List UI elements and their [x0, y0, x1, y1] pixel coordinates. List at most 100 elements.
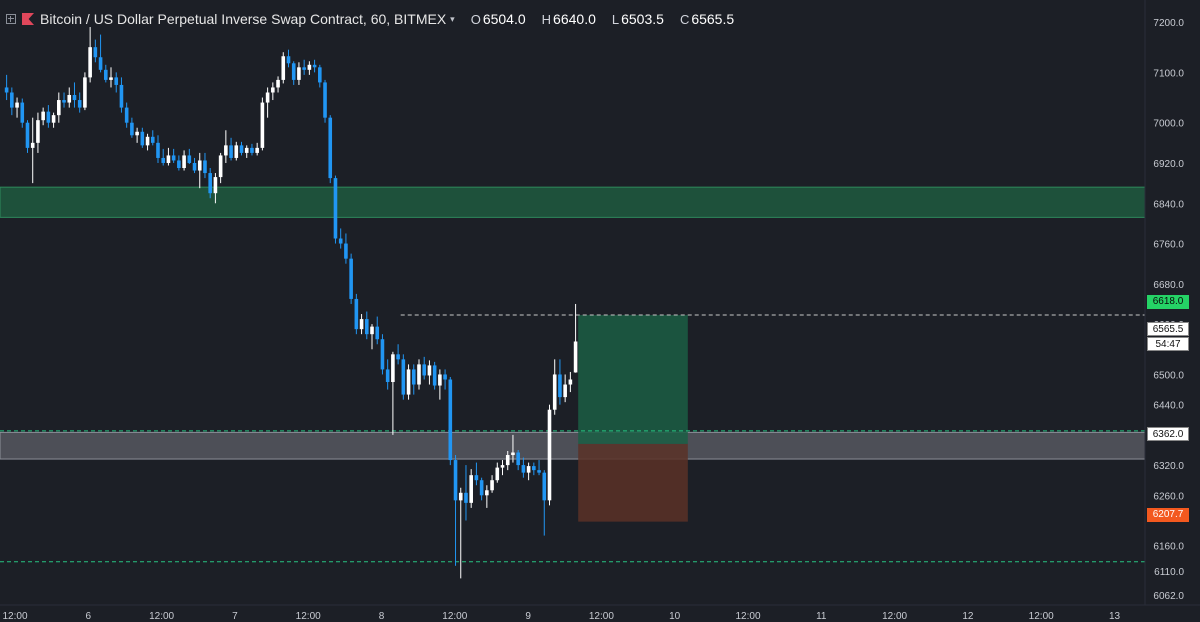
candle-body: [213, 177, 218, 194]
time-axis: [0, 605, 1200, 622]
candle-body: [103, 69, 108, 80]
candle-body: [469, 475, 473, 503]
candle-body: [166, 155, 171, 163]
candle-body: [485, 490, 489, 496]
candle-body: [20, 102, 25, 123]
y-tick-label: 6062.0: [1153, 591, 1184, 602]
candle-body: [432, 365, 437, 386]
y-tick-label: 6440.0: [1153, 401, 1184, 412]
support-zone: [0, 431, 1146, 460]
candle-body: [364, 319, 369, 335]
candle-body: [281, 56, 286, 80]
y-tick-label: 6260.0: [1153, 491, 1184, 502]
candle-body: [62, 100, 66, 103]
candle-body: [312, 64, 317, 68]
candle-body: [307, 64, 312, 70]
y-tick-label: 6500.0: [1153, 370, 1184, 381]
candle-body: [401, 359, 406, 395]
candle-body: [558, 374, 562, 398]
resistance-zone: [0, 186, 1146, 218]
candle-body: [391, 354, 395, 383]
bar-countdown-badge: 54:47: [1147, 337, 1189, 351]
candle-body: [25, 122, 30, 148]
y-tick-label: 6760.0: [1153, 240, 1184, 251]
symbol-legend[interactable]: Bitcoin / US Dollar Perpetual Inverse Sw…: [6, 10, 734, 28]
candle-body: [67, 95, 72, 103]
y-tick-label: 6920.0: [1153, 159, 1184, 170]
candle-body: [500, 465, 505, 468]
candle-body: [197, 160, 202, 171]
candle-body: [448, 379, 453, 461]
x-tick-label: 12:00: [296, 611, 321, 622]
candle-body: [521, 465, 526, 473]
chevron-down-icon[interactable]: ▾: [450, 13, 455, 24]
candle-body: [83, 77, 87, 108]
candle-body: [203, 160, 207, 174]
y-tick-label: 6840.0: [1153, 199, 1184, 210]
candle-body: [41, 111, 45, 121]
candle-body: [36, 120, 40, 143]
candle-body: [406, 369, 411, 395]
candle-body: [114, 77, 119, 85]
ohlc-high: H 6640.0: [541, 11, 596, 27]
candle-body: [229, 145, 233, 158]
candle-body: [192, 162, 197, 171]
candle-body: [344, 243, 348, 259]
candle-body: [265, 92, 270, 103]
candle-body: [328, 117, 333, 179]
candle-body: [30, 142, 35, 148]
stop-price-badge: 6207.7: [1147, 508, 1189, 522]
candle-body: [573, 341, 578, 373]
candle-body: [511, 452, 515, 456]
candle-body: [411, 369, 416, 385]
candle-body: [250, 147, 254, 153]
candle-body: [302, 67, 306, 70]
candle-body: [182, 155, 186, 169]
candle-body: [135, 131, 139, 136]
x-tick-label: 12: [962, 611, 974, 622]
candle-body: [323, 82, 327, 118]
candle-body: [563, 384, 567, 398]
candle-body: [156, 142, 160, 158]
x-tick-label: 12:00: [442, 611, 467, 622]
x-tick-label: 12:00: [1029, 611, 1054, 622]
ohlc-close: C 6565.5: [679, 11, 735, 27]
candle-body: [276, 79, 280, 88]
candle-body: [479, 480, 484, 496]
ohlc-low: L 6503.5: [611, 11, 664, 27]
candle-body: [260, 102, 265, 148]
candle-body: [286, 56, 291, 64]
candle-body: [495, 467, 500, 481]
candle-body: [370, 326, 374, 335]
candle-body: [349, 258, 353, 299]
candle-body: [234, 145, 239, 158]
candle-body: [516, 452, 520, 466]
candle-body: [218, 155, 223, 178]
x-tick-label: 10: [669, 611, 681, 622]
candle-body: [568, 379, 573, 385]
candle-body: [526, 466, 531, 473]
symbol-title[interactable]: Bitcoin / US Dollar Perpetual Inverse Sw…: [40, 11, 447, 27]
candle-body: [130, 122, 134, 136]
entry-price-badge: 6362.0: [1147, 427, 1189, 441]
target-price-badge: 6618.0: [1147, 295, 1189, 309]
x-tick-label: 9: [525, 611, 531, 622]
candle-body: [271, 87, 275, 93]
y-tick-label: 6320.0: [1153, 461, 1184, 472]
candle-body: [187, 155, 192, 163]
candle-body: [297, 67, 301, 80]
candle-body: [537, 470, 541, 473]
candle-body: [291, 63, 296, 80]
candle-body: [359, 319, 364, 330]
candle-body: [51, 115, 56, 123]
expand-icon[interactable]: [6, 14, 16, 24]
candle-body: [145, 136, 150, 146]
candle-body: [88, 47, 92, 78]
candle-body: [422, 364, 427, 376]
candle-body: [119, 84, 124, 108]
x-tick-label: 12:00: [882, 611, 907, 622]
candle-body: [255, 147, 259, 153]
candle-body: [464, 492, 468, 503]
